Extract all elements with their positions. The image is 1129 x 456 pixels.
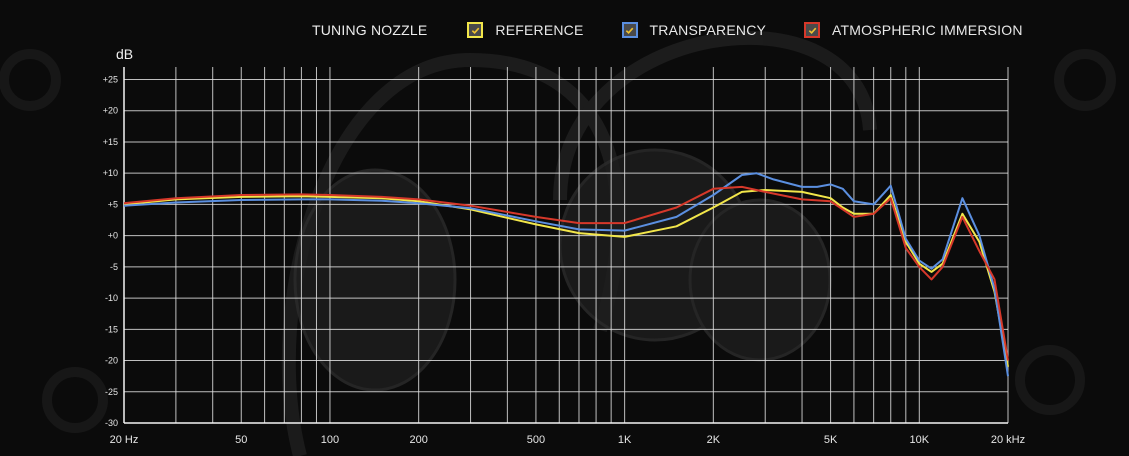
x-tick-labels: 20 Hz 50 100 200 500 1K 2K 5K 10K 20 kHz: [110, 434, 1026, 446]
y-tick-labels: +25 +20 +15 +10 +5 +0 -5 -10 -15 -20 -25 -30: [103, 74, 118, 428]
checkbox-reference[interactable]: [467, 22, 484, 38]
checkmark-icon: [471, 27, 480, 34]
x-tick-label: 100: [321, 434, 339, 446]
x-tick-label: 20 kHz: [991, 434, 1025, 446]
checkmark-icon: [808, 27, 816, 34]
y-tick-label: -10: [105, 293, 118, 303]
y-tick-label: -15: [105, 324, 118, 334]
y-tick-label: -30: [105, 418, 118, 428]
legend-label-transparency: TRANSPARENCY: [649, 22, 767, 38]
checkbox-transparency[interactable]: [621, 22, 638, 38]
x-tick-label: 5K: [824, 434, 838, 446]
x-tick-label: 200: [409, 434, 427, 446]
series-line-atmospheric-immersion: [123, 185, 1009, 361]
legend-item-reference[interactable]: REFERENCE: [467, 22, 583, 38]
legend: TUNING NOZZLE REFERENCE TRANSPARENCY ATM…: [312, 18, 1023, 42]
series-lines: [123, 172, 1009, 377]
checkbox-atmospheric-immersion[interactable]: [804, 22, 821, 38]
y-tick-label: +10: [103, 168, 118, 178]
x-tick-label: 1K: [618, 434, 632, 446]
y-axis-unit-label: dB: [116, 46, 133, 62]
y-tick-label: +25: [103, 74, 118, 84]
x-tick-label: 50: [235, 434, 247, 446]
x-tick-label: 2K: [707, 434, 721, 446]
series-line-transparency: [123, 172, 1009, 377]
legend-title: TUNING NOZZLE: [312, 22, 428, 38]
x-tick-label: 20 Hz: [110, 434, 139, 446]
legend-label-atmospheric-immersion: ATMOSPHERIC IMMERSION: [832, 22, 1023, 38]
y-tick-label: +20: [103, 106, 118, 116]
y-tick-label: -20: [105, 356, 118, 366]
y-tick-label: -5: [110, 262, 118, 272]
legend-label-reference: REFERENCE: [495, 22, 584, 38]
checkmark-icon: [625, 27, 634, 34]
series-line-reference: [123, 189, 1009, 367]
y-tick-label: +5: [108, 199, 118, 209]
y-tick-label: -25: [105, 387, 118, 397]
x-tick-label: 10K: [910, 434, 930, 446]
y-tick-label: +0: [108, 231, 118, 241]
chart-grid: [123, 67, 1009, 424]
legend-item-atmospheric-immersion[interactable]: ATMOSPHERIC IMMERSION: [804, 22, 1023, 38]
y-tick-label: +15: [103, 137, 118, 147]
legend-item-transparency[interactable]: TRANSPARENCY: [621, 22, 767, 38]
x-tick-label: 500: [527, 434, 545, 446]
